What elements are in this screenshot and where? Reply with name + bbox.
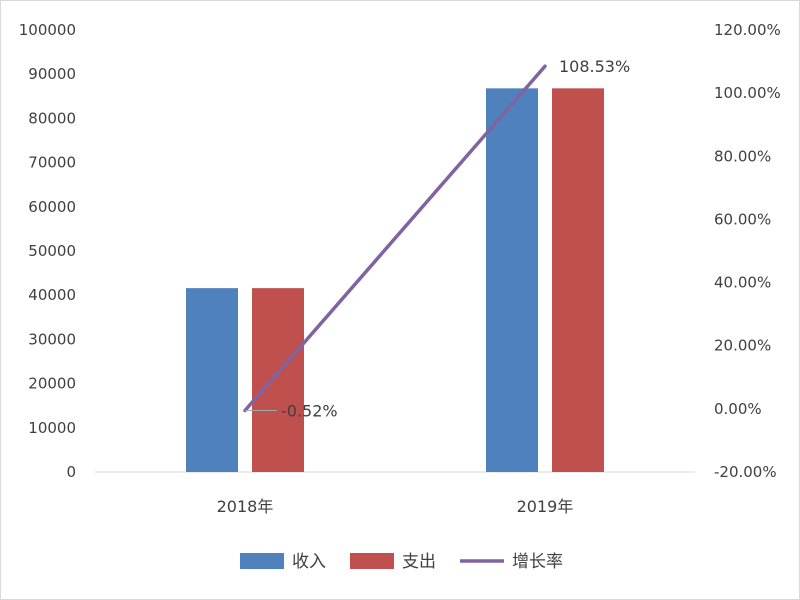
growth-rate-data-label: -0.52% xyxy=(281,401,338,420)
left-axis-tick-label: 60000 xyxy=(28,198,76,216)
legend-swatch xyxy=(350,553,394,569)
legend-swatch xyxy=(240,553,284,569)
right-axis-tick-label: 0.00% xyxy=(714,400,762,418)
right-axis-tick-label: -20.00% xyxy=(714,463,777,481)
category-label: 2019年 xyxy=(517,497,574,516)
growth-rate-data-label: 108.53% xyxy=(559,57,630,76)
left-axis-tick-label: 30000 xyxy=(28,330,76,348)
growth-rate-line xyxy=(243,64,547,413)
left-axis-tick-label: 20000 xyxy=(28,375,76,393)
left-axis-tick-label: 90000 xyxy=(28,65,76,83)
legend-label: 收入 xyxy=(292,552,326,572)
right-axis-tick-label: 20.00% xyxy=(714,337,771,355)
left-axis-tick-label: 40000 xyxy=(28,286,76,304)
left-axis-tick-label: 50000 xyxy=(28,242,76,260)
bar-income xyxy=(486,88,538,473)
right-axis-tick-label: 120.00% xyxy=(714,21,781,39)
left-axis-tick-label: 100000 xyxy=(19,21,76,39)
bar-expense xyxy=(552,88,604,473)
category-label: 2018年 xyxy=(217,497,274,516)
right-axis-tick-label: 40.00% xyxy=(714,274,771,292)
legend-label: 增长率 xyxy=(512,552,563,572)
right-axis-tick-label: 60.00% xyxy=(714,210,771,228)
bar-income xyxy=(186,288,238,472)
left-axis-tick-label: 70000 xyxy=(28,154,76,172)
left-axis-tick-label: 80000 xyxy=(28,109,76,127)
left-axis-tick-label: 0 xyxy=(66,463,76,481)
legend-label: 支出 xyxy=(402,552,436,572)
right-axis-tick-label: 100.00% xyxy=(714,84,781,102)
bar-expense xyxy=(252,288,304,472)
left-axis-tick-label: 10000 xyxy=(28,419,76,437)
right-axis-tick-label: 80.00% xyxy=(714,147,771,165)
